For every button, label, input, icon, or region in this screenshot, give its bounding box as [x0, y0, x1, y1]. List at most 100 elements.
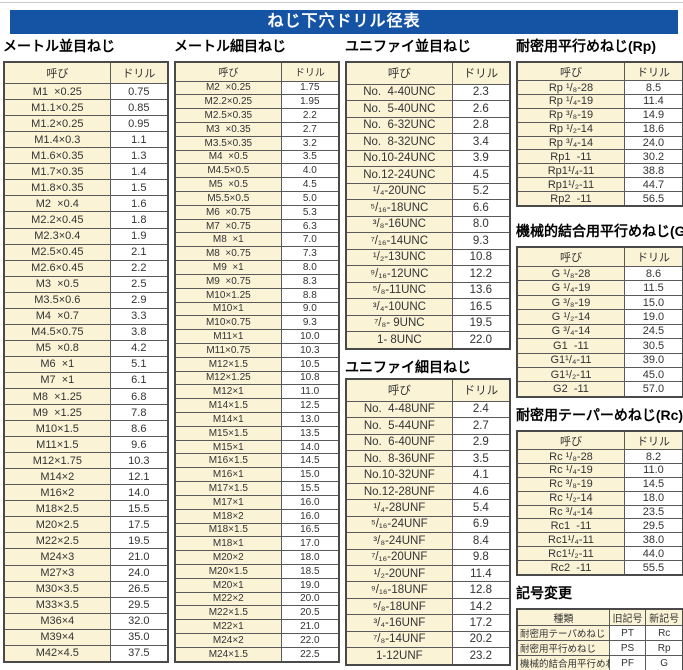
page-title: ねじ下穴ドリル径表 [10, 10, 678, 34]
designation-cell: M20×1 [174, 577, 282, 593]
column-header: 呼び [516, 430, 625, 451]
header-row: 呼び ドリル [345, 61, 511, 85]
table-row: M1.7×0.35 1.4 [3, 163, 169, 181]
table-row: Rc1¹/₄-11 38.0 [516, 532, 683, 548]
table-row: M10×1.5 8.6 [3, 420, 169, 438]
designation-cell: M22×2.5 [3, 532, 111, 550]
table-row: G1¹/₂-11 45.0 [516, 366, 683, 383]
table-row: G ¹/₈-28 8.6 [516, 265, 683, 282]
value-cell: 11.0 [623, 463, 683, 478]
table-row: 機械的結合用平行めねじPFG [516, 655, 683, 670]
value-cell: 2.8 [451, 116, 511, 135]
designation-cell: M8 ×1.25 [3, 387, 111, 406]
designation-cell: ⁷/₈-14UNF [345, 630, 453, 649]
table-row: M3.5×0.35 3.2 [174, 135, 340, 151]
table-row: M27×3 24.0 [3, 564, 169, 582]
section-title-rc: 耐密用テーパーめねじ(Rc) [516, 407, 683, 423]
designation-cell: No. 5-44UNF [345, 417, 453, 435]
table-row: No. 4-40UNC 2.3 [345, 83, 511, 102]
table-row: M18×2 16.0 [174, 508, 340, 524]
designation-cell: M42×4.5 [3, 644, 111, 663]
value-cell: 1.75 [280, 80, 340, 96]
column-header: 呼び [516, 61, 625, 82]
designation-cell: M5 ×0.5 [174, 177, 282, 192]
designation-cell: 1- 8UNC [345, 331, 453, 350]
table-row: M2.6×0.45 2.2 [3, 259, 169, 277]
designation-cell: M10×1.25 [174, 287, 282, 303]
g-thread-table: 呼び ドリル G ¹/₈-28 8.6 G ¹/₄-19 11.5 G ³/₈-19 15.0… [516, 246, 683, 398]
value-cell: 5.4 [451, 499, 511, 517]
table-row: M11×1.5 9.6 [3, 436, 169, 454]
designation-cell: M24×1.5 [174, 646, 282, 663]
table-row: Rc1 -11 29.5 [516, 518, 683, 534]
designation-cell: ⁵/₁₆-18UNC [345, 199, 453, 217]
designation-cell: M1 ×0.25 [3, 83, 111, 101]
table-row: M1.8×0.35 1.5 [3, 179, 169, 197]
table-row: No. 8-32UNC 3.4 [345, 133, 511, 151]
column-header: ドリル [623, 430, 683, 451]
value-cell: 16.5 [280, 522, 340, 538]
table-row: M3 ×0.5 2.5 [3, 275, 169, 293]
column-header: ドリル [451, 378, 511, 402]
table-row: M39×4 35.0 [3, 628, 169, 646]
designation-cell: M12×1 [174, 384, 282, 400]
value-cell: 57.0 [623, 381, 683, 398]
designation-cell: M12×1.75 [3, 452, 111, 470]
designation-cell: M9 ×1.25 [3, 404, 111, 422]
value-cell: 18.5 [280, 563, 340, 579]
designation-cell: ⁷/₈- 9UNC [345, 314, 453, 333]
table-row: 1- 8UNC 22.0 [345, 331, 511, 350]
table-row: ³/₈-24UNF 8.4 [345, 532, 511, 550]
column-header: 呼び [516, 246, 625, 267]
column-header: ドリル [451, 61, 511, 85]
table-row: Rc ¹/₈-28 8.2 [516, 449, 683, 465]
value-cell: 4.5 [280, 177, 340, 192]
table-row: M12×1.25 10.8 [174, 370, 340, 386]
designation-cell: M2.2×0.45 [3, 211, 111, 229]
value-cell: 6.3 [280, 218, 340, 234]
value-cell: 17.2 [451, 614, 511, 632]
value-cell: 4.1 [451, 466, 511, 484]
rp-thread-table: 呼び ドリル Rp ¹/₈-28 8.5 Rp ¹/₄-19 11.4 Rp ³/₈-19 1… [516, 61, 683, 207]
value-cell: 16.5 [451, 298, 511, 316]
table-columns: メートル並目ねじ 呼び ドリル M1 ×0.25 0.75 M1.1×0.25 0.85 M… [3, 38, 683, 670]
designation-cell: M7 ×1 [3, 371, 111, 389]
designation-cell: Rp1¹/₄-11 [516, 163, 625, 179]
table-row: M3 ×0.35 2.7 [174, 121, 340, 137]
value-cell: 24.5 [623, 323, 683, 340]
value-cell: 17.0 [280, 536, 340, 552]
table-row: Rp ³/₈-19 14.9 [516, 107, 683, 123]
table-row: Rc1¹/₂-11 44.0 [516, 546, 683, 562]
designation-cell: 機械的結合用平行めねじ [516, 655, 610, 670]
designation-cell: M20×2.5 [3, 516, 111, 534]
value-cell: 10.3 [109, 452, 169, 470]
value-cell: 15.0 [623, 294, 683, 311]
table-row: M18×1 17.0 [174, 536, 340, 552]
value-cell: 10.8 [451, 248, 511, 267]
designation-cell: M4.5×0.5 [174, 163, 282, 179]
table-row: M11×1 10.0 [174, 329, 340, 344]
value-cell: 11.4 [451, 565, 511, 583]
value-cell: 19.0 [280, 577, 340, 593]
table-row: M2 ×0.25 1.75 [174, 80, 340, 96]
value-cell: 14.5 [280, 453, 340, 469]
table-row: M9 ×1 8.0 [174, 260, 340, 275]
designation-cell: ⁵/₁₆-24UNF [345, 515, 453, 534]
designation-cell: M2.5×0.35 [174, 108, 282, 123]
value-cell: 39.0 [623, 352, 683, 369]
value-cell: 29.5 [109, 596, 169, 614]
value-cell: 5.3 [280, 204, 340, 220]
table-row: M18×1.5 16.5 [174, 522, 340, 538]
table-row: ⁵/₁₆-18UNC 6.6 [345, 199, 511, 217]
table-row: G ³/₈-19 15.0 [516, 294, 683, 311]
table-row: Rp ³/₄-14 24.0 [516, 135, 683, 151]
table-row: M42×4.5 37.5 [3, 644, 169, 663]
value-cell: 19.0 [623, 309, 683, 325]
table-row: ⁵/₁₆-24UNF 6.9 [345, 515, 511, 534]
value-cell: 2.7 [280, 121, 340, 137]
designation-cell: M3 ×0.35 [174, 121, 282, 137]
unified-section: ユニファイ並目ねじ 呼び ドリル No. 4-40UNC 2.3 No. 5-40UNC… [345, 38, 511, 666]
table-row: M7 ×1 6.1 [3, 371, 169, 389]
table-row: No. 6-40UNF 2.9 [345, 433, 511, 451]
value-cell: 6.9 [451, 515, 511, 534]
